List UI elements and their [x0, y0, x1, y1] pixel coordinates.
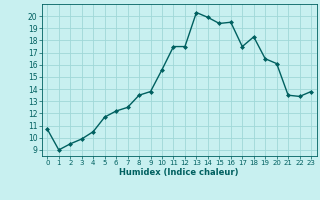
X-axis label: Humidex (Indice chaleur): Humidex (Indice chaleur) — [119, 168, 239, 177]
